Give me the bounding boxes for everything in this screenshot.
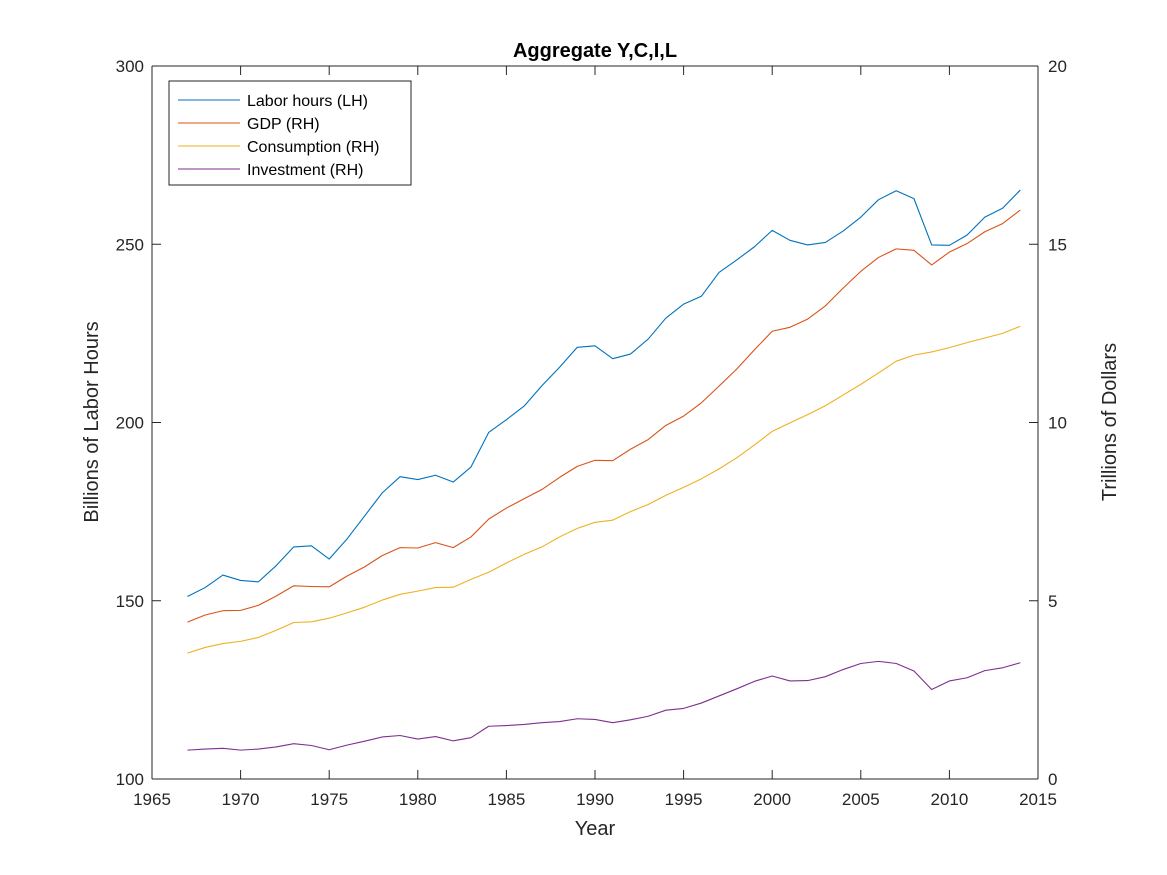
- x-tick-label: 1980: [399, 790, 437, 809]
- x-tick-label: 1975: [310, 790, 348, 809]
- y-axis-right-title: Trillions of Dollars: [1099, 343, 1121, 501]
- y-left-tick-label: 150: [116, 592, 144, 611]
- y-left-tick-label: 200: [116, 414, 144, 433]
- legend: Labor hours (LH) GDP (RH) Consumption (RH)…: [168, 80, 412, 186]
- y-left-tick-label: 100: [116, 770, 144, 789]
- y-left-tick-label: 250: [116, 235, 144, 254]
- x-tick-label: 1970: [222, 790, 260, 809]
- y-right-tick-label: 0: [1048, 770, 1057, 789]
- legend-label-labor-hours-lh: Labor hours (LH): [247, 93, 368, 110]
- x-tick-label: 1985: [487, 790, 525, 809]
- x-tick-label: 2000: [753, 790, 791, 809]
- y-right-tick-label: 10: [1048, 414, 1067, 433]
- chart-title: Aggregate Y,C,I,L: [513, 40, 677, 62]
- series-line-labor-hours-lh: [187, 189, 1021, 597]
- series-line-gdp-rh: [187, 209, 1021, 623]
- x-tick-label: 1965: [133, 790, 171, 809]
- tick-layer: 1965 1970 1975 1980 1985 1990 1995 2000 2005 2010…: [116, 57, 1067, 809]
- series-line-consumption-rh: [187, 325, 1021, 654]
- legend-label-investment-rh: Investment (RH): [247, 162, 363, 179]
- x-tick-label: 1995: [665, 790, 703, 809]
- x-tick-label: 2005: [842, 790, 880, 809]
- x-tick-label: 2015: [1019, 790, 1057, 809]
- x-tick-label: 2010: [930, 790, 968, 809]
- series-layer: [187, 189, 1021, 751]
- y-axis-left-title: Billions of Labor Hours: [81, 321, 103, 522]
- y-right-tick-label: 15: [1048, 235, 1067, 254]
- y-left-tick-label: 300: [116, 57, 144, 76]
- legend-label-gdp-rh: GDP (RH): [247, 116, 320, 133]
- y-right-tick-label: 20: [1048, 57, 1067, 76]
- legend-box: [168, 80, 412, 186]
- x-axis-title: Year: [575, 818, 616, 840]
- legend-label-consumption-rh: Consumption (RH): [247, 139, 379, 156]
- x-tick-label: 1990: [576, 790, 614, 809]
- y-right-tick-label: 5: [1048, 592, 1057, 611]
- series-line-investment-rh: [187, 660, 1021, 751]
